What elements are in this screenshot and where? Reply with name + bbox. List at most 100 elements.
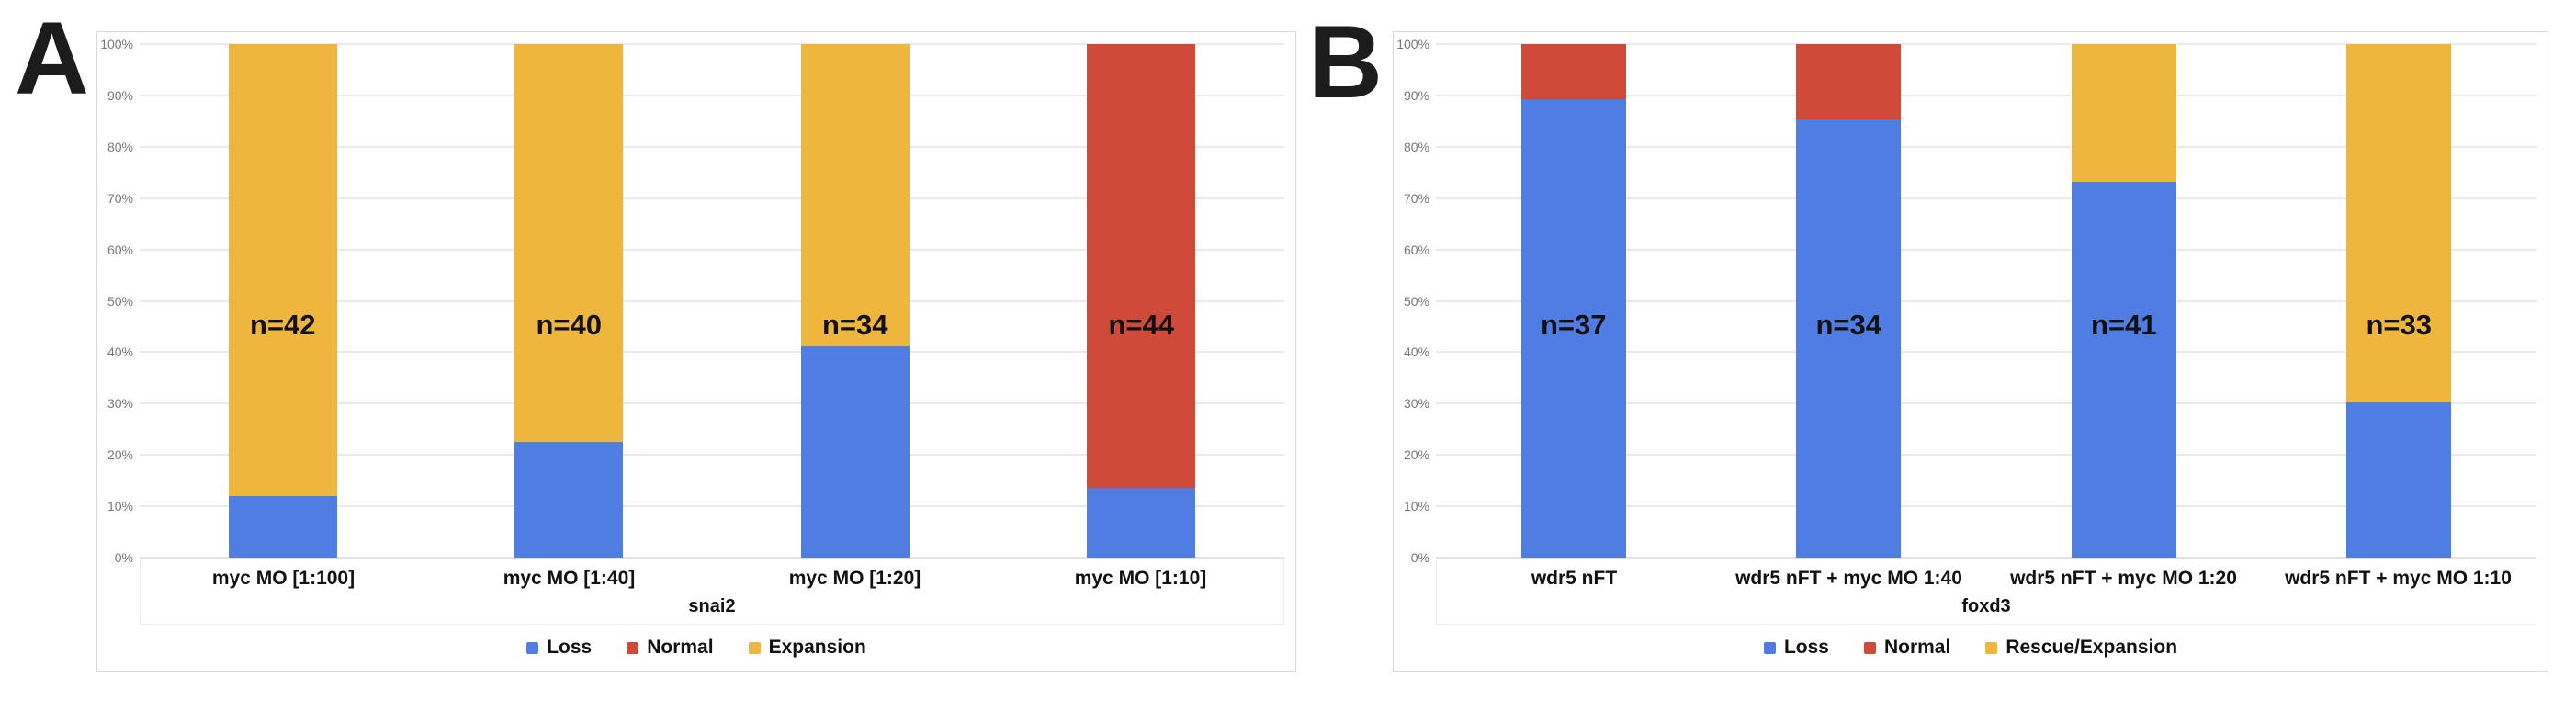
stacked-bar [1796, 44, 1902, 558]
gridline [140, 43, 1284, 45]
bar-segment-expansion [800, 44, 910, 346]
bar-count-label: n=44 [1108, 309, 1175, 342]
gridline [140, 248, 1284, 251]
gridline [1436, 351, 2536, 354]
bar-count-label: n=34 [1815, 309, 1882, 342]
legend-label: Loss [547, 637, 593, 658]
y-axis-tick-label: 30% [1403, 396, 1429, 412]
y-axis-tick-label: 100% [100, 37, 133, 51]
stacked-bar [514, 44, 624, 558]
bar-segment-loss [2071, 181, 2176, 558]
gridline [1436, 557, 2536, 559]
legend-swatch-expansion [748, 641, 761, 654]
y-axis-tick-label: 80% [107, 139, 133, 154]
legend-swatch-normal [1863, 641, 1876, 654]
category-label: myc MO [1:40] [503, 568, 636, 589]
bar-segment-loss [228, 496, 337, 558]
bar-count-label: n=37 [1540, 309, 1607, 342]
bar-segment-loss [1087, 487, 1196, 558]
y-axis-tick-label: 10% [1403, 499, 1429, 514]
category-label: myc MO [1:10] [1074, 568, 1207, 589]
stacked-bar [228, 44, 337, 558]
gridline [1436, 402, 2536, 405]
y-axis-tick-label: 20% [107, 447, 133, 463]
bar-segment-rescue-expansion [2346, 44, 2452, 402]
legend-label: Normal [647, 637, 714, 658]
y-axis-tick-label: 40% [1403, 344, 1429, 360]
gridline [1436, 197, 2536, 199]
gridline [1436, 94, 2536, 96]
legend-item: Expansion [748, 637, 866, 659]
bar-segment-loss [2346, 401, 2452, 558]
y-axis-labels: 0% 10% 20% 30% 40% 50% 60% 70% 80% 90% 100% [1394, 37, 1436, 565]
y-axis-tick-label: 90% [1403, 87, 1429, 103]
gridline [1436, 299, 2536, 302]
category-label: wdr5 nFT + myc MO 1:10 [2285, 568, 2512, 589]
y-axis-tick-label: 30% [107, 396, 133, 412]
panel-b-chart: 0% 10% 20% 30% 40% 50% 60% 70% 80% 90% 100% n=37 n=3… [1393, 31, 2548, 672]
category-label: myc MO [1:100] [211, 568, 356, 589]
bar-slot: n=41 [1986, 44, 2262, 558]
bar-count-label: n=33 [2366, 309, 2433, 342]
y-axis-tick-label: 50% [1403, 293, 1429, 309]
bar-segment-loss [800, 345, 910, 558]
gridline [140, 557, 1284, 559]
gridline [1436, 43, 2536, 45]
panel-a-letter: A [15, 1, 89, 116]
gridline [1436, 505, 2536, 508]
bar-slot: n=42 [140, 44, 426, 558]
category-label: wdr5 nFT [1531, 568, 1618, 589]
y-axis-tick-label: 60% [107, 242, 133, 257]
legend-swatch-rescue-expansion [1985, 641, 1998, 654]
gridline [1436, 248, 2536, 251]
bar-segment-rescue-expansion [2071, 44, 2176, 182]
plot-row: 0% 10% 20% 30% 40% 50% 60% 70% 80% 90% 100% n=37 n=3… [1394, 37, 2548, 565]
legend-label: Rescue/Expansion [2005, 637, 2178, 658]
y-axis-tick-label: 100% [1396, 37, 1429, 51]
legend: Loss Normal Expansion [97, 625, 1295, 671]
plot-area: n=37 n=34 n=41 n=33 [1436, 43, 2536, 559]
legend-swatch-loss [526, 641, 539, 654]
bar-slots: n=37 n=34 n=41 n=33 [1436, 44, 2536, 558]
plot-area: n=42 n=40 n=34 n=44 [140, 43, 1284, 559]
bar-segment-loss [1520, 99, 1626, 558]
stacked-bar [800, 44, 910, 558]
gridline [140, 351, 1284, 354]
bar-segment-expansion [228, 44, 337, 497]
bar-slot: n=33 [2262, 44, 2537, 558]
legend-item: Loss [1763, 637, 1829, 659]
y-axis-tick-label: 70% [1403, 190, 1429, 206]
stacked-bar [2346, 44, 2452, 558]
legend-item: Loss [526, 637, 592, 659]
gridline [140, 299, 1284, 302]
bar-count-label: n=34 [821, 309, 888, 342]
plot-row: 0% 10% 20% 30% 40% 50% 60% 70% 80% 90% 100% n=42 n=4… [97, 37, 1295, 565]
bar-slot: n=37 [1436, 44, 1712, 558]
bar-count-label: n=40 [536, 309, 603, 342]
x-axis-title: snai2 [688, 596, 736, 616]
y-axis-tick-label: 40% [107, 344, 133, 360]
legend-item: Normal [627, 637, 714, 659]
category-label: wdr5 nFT + myc MO 1:40 [1735, 568, 1962, 589]
legend-item: Normal [1863, 637, 1951, 659]
bar-count-label: n=42 [249, 309, 316, 342]
gridline [140, 402, 1284, 405]
y-axis-tick-label: 0% [1410, 550, 1429, 565]
bar-segment-normal [1796, 44, 1902, 120]
panel-a-chart: 0% 10% 20% 30% 40% 50% 60% 70% 80% 90% 100% n=42 n=4… [96, 31, 1296, 672]
category-label-row: wdr5 nFT wdr5 nFT + myc MO 1:40 wdr5 nFT +… [1437, 559, 2536, 590]
y-axis-labels: 0% 10% 20% 30% 40% 50% 60% 70% 80% 90% 100% [97, 37, 140, 565]
y-axis-tick-label: 90% [107, 87, 133, 103]
panel-b-letter: B [1308, 5, 1383, 119]
bar-count-label: n=41 [2090, 309, 2157, 342]
y-axis-tick-label: 50% [107, 293, 133, 309]
y-axis-tick-label: 0% [114, 550, 133, 565]
legend: Loss Normal Rescue/Expansion [1394, 625, 2548, 671]
gridline [1436, 454, 2536, 457]
gridline [140, 94, 1284, 96]
category-label: myc MO [1:20] [788, 568, 921, 589]
gridline [140, 197, 1284, 199]
legend-label: Normal [1883, 637, 1951, 658]
x-axis-title: foxd3 [1961, 596, 2011, 616]
